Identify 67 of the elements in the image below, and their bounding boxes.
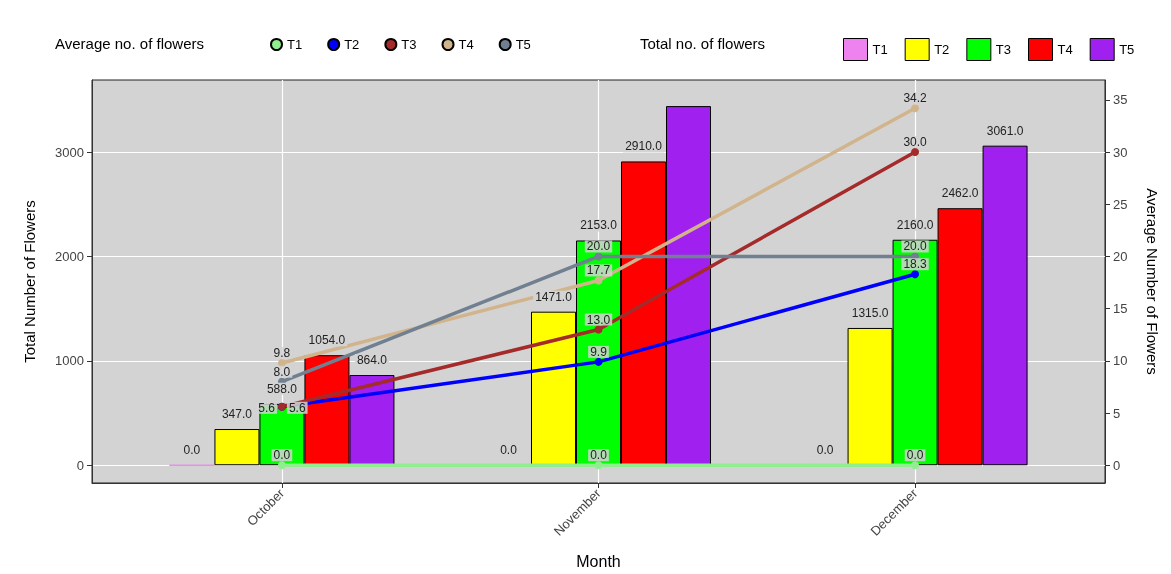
data-label: 8.0: [273, 364, 291, 379]
data-label: 20.0: [903, 239, 928, 254]
y2-tick-label: 35: [1113, 92, 1128, 108]
y2-tick-label: 25: [1113, 196, 1128, 212]
point: [594, 461, 603, 470]
point: [594, 252, 603, 261]
data-label: 1315.0: [851, 305, 889, 320]
point: [594, 276, 603, 285]
legend-label: T4: [458, 37, 474, 52]
y2-axis-title: Average Number of Flowers: [1144, 188, 1161, 375]
data-label: 9.9: [590, 344, 608, 359]
data-label: 0.0: [273, 448, 291, 463]
y2-tick-label: 20: [1113, 248, 1128, 264]
legend-label: T1: [287, 37, 303, 52]
legend-label: T5: [1119, 42, 1135, 57]
y2-tick-label: 10: [1113, 353, 1128, 369]
data-label: 588.0: [266, 381, 298, 396]
data-label: 5.6: [258, 400, 276, 415]
data-label: 0.0: [500, 443, 518, 458]
y2-tick-label: 0: [1113, 457, 1121, 473]
text: Total no. of flowers: [640, 35, 766, 52]
point: [594, 357, 603, 366]
data-label: 20.0: [586, 239, 611, 254]
legend-label: T5: [515, 37, 531, 52]
y-tick-label: 2000: [55, 248, 84, 264]
legend-label: T2: [934, 42, 950, 57]
data-label: 0.0: [183, 443, 201, 458]
data-label: 0.0: [590, 448, 608, 463]
y-tick-label: 0: [76, 457, 84, 473]
legend-label: T3: [401, 37, 417, 52]
y-tick-label: 3000: [55, 144, 84, 160]
legend-label: T4: [1057, 42, 1073, 57]
legend-label: T3: [995, 42, 1012, 57]
data-label: 13.0: [586, 312, 611, 327]
legend-label: T2: [344, 37, 360, 52]
x-axis-title: Month: [576, 552, 621, 570]
legend-label: T1: [872, 42, 888, 57]
y2-tick-label: 15: [1113, 301, 1128, 317]
data-label: 0.0: [816, 443, 834, 458]
data-label: 17.7: [586, 263, 611, 278]
point: [911, 270, 920, 279]
data-label: 1054.0: [308, 333, 346, 348]
data-label: 1471.0: [535, 289, 573, 304]
data-label: 2462.0: [941, 186, 979, 201]
data-label: 3061.0: [986, 123, 1024, 138]
data-label: 2153.0: [580, 218, 618, 233]
y2-tick-label: 5: [1113, 405, 1121, 421]
data-label: 347.0: [221, 407, 253, 422]
y-tick-label: 1000: [55, 353, 84, 369]
point: [911, 148, 920, 157]
data-label: 34.2: [903, 91, 928, 106]
data-label: 0.0: [906, 448, 924, 463]
data-label: 864.0: [356, 353, 388, 368]
data-label: 9.8: [273, 345, 291, 360]
data-label: 5.6: [288, 400, 306, 415]
y2-tick-label: 30: [1113, 144, 1128, 160]
data-label: 2910.0: [625, 139, 663, 154]
data-label: 30.0: [903, 135, 928, 150]
point: [277, 358, 286, 367]
y-axis-title: Total Number of Flowers: [21, 200, 38, 363]
point: [911, 104, 920, 113]
data-label: 2160.0: [896, 217, 934, 232]
data-label: 18.3: [903, 257, 928, 272]
point: [594, 325, 603, 334]
point: [911, 461, 920, 470]
point: [277, 461, 286, 470]
text: Average no. of flowers: [55, 35, 204, 52]
